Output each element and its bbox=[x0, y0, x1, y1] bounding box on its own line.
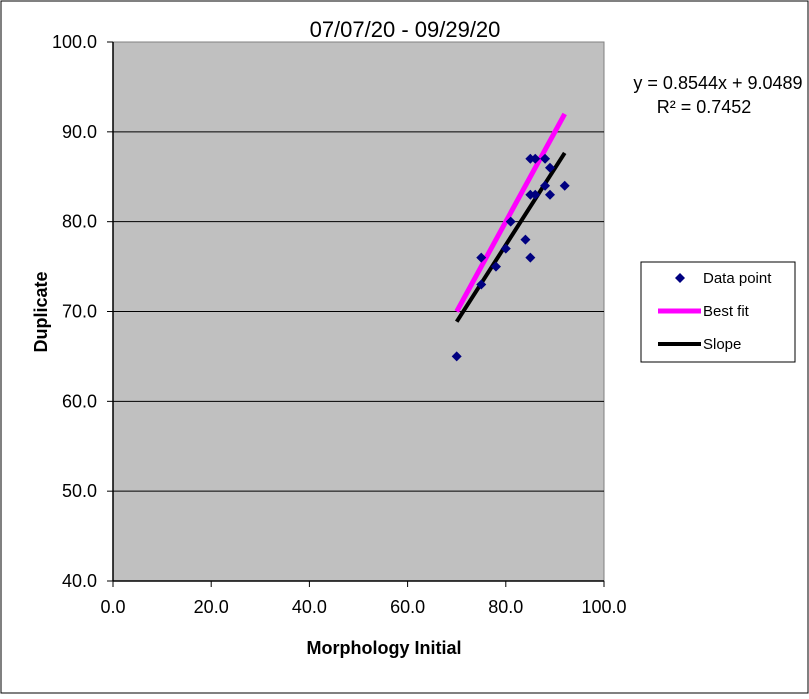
x-tick-label: 0.0 bbox=[100, 597, 125, 617]
best-fit-line bbox=[454, 112, 567, 313]
chart-title: 07/07/20 - 09/29/20 bbox=[310, 17, 501, 42]
y-tick-label: 40.0 bbox=[62, 571, 97, 591]
slope-line bbox=[455, 151, 567, 323]
trend-lines bbox=[454, 112, 567, 323]
x-tick-label: 40.0 bbox=[292, 597, 327, 617]
data-point bbox=[540, 153, 551, 164]
legend-label: Slope bbox=[703, 336, 741, 353]
y-tick-label: 80.0 bbox=[62, 212, 97, 232]
data-point bbox=[500, 243, 511, 254]
data-point bbox=[530, 153, 541, 164]
y-axis-label: Duplicate bbox=[31, 271, 51, 352]
y-tick-label: 90.0 bbox=[62, 122, 97, 142]
y-tick-label: 70.0 bbox=[62, 302, 97, 322]
x-axis-label: Morphology Initial bbox=[307, 638, 462, 658]
data-point bbox=[544, 162, 555, 173]
data-point bbox=[559, 180, 570, 191]
data-point bbox=[490, 261, 501, 272]
data-point bbox=[544, 189, 555, 200]
legend-swatch bbox=[675, 273, 685, 283]
legend-items: Data point Best fit Slope bbox=[658, 270, 772, 353]
legend-label: Data point bbox=[703, 270, 772, 287]
x-tick-label: 60.0 bbox=[390, 597, 425, 617]
r-squared-label: R² = 0.7452 bbox=[657, 97, 752, 117]
data-point bbox=[540, 180, 551, 191]
data-point bbox=[451, 351, 462, 362]
data-point bbox=[520, 234, 531, 245]
data-point bbox=[476, 252, 487, 263]
legend-label: Best fit bbox=[703, 303, 750, 320]
x-tick-label: 100.0 bbox=[581, 597, 626, 617]
data-point bbox=[505, 216, 516, 227]
x-tick-label: 80.0 bbox=[488, 597, 523, 617]
trendline-equation: y = 0.8544x + 9.0489 bbox=[633, 73, 802, 93]
data-points bbox=[451, 153, 570, 362]
y-tick-label: 50.0 bbox=[62, 481, 97, 501]
y-tick-label: 100.0 bbox=[52, 32, 97, 52]
x-axis-ticks: 0.0 20.0 40.0 60.0 80.0 100.0 bbox=[100, 581, 627, 617]
y-axis-ticks: 40.0 50.0 60.0 70.0 80.0 90.0 100.0 bbox=[52, 32, 113, 591]
y-tick-label: 60.0 bbox=[62, 391, 97, 411]
legend: Data point Best fit Slope bbox=[640, 261, 796, 363]
data-point bbox=[525, 252, 536, 263]
data-point bbox=[530, 189, 541, 200]
x-tick-label: 20.0 bbox=[194, 597, 229, 617]
data-point bbox=[476, 279, 487, 290]
